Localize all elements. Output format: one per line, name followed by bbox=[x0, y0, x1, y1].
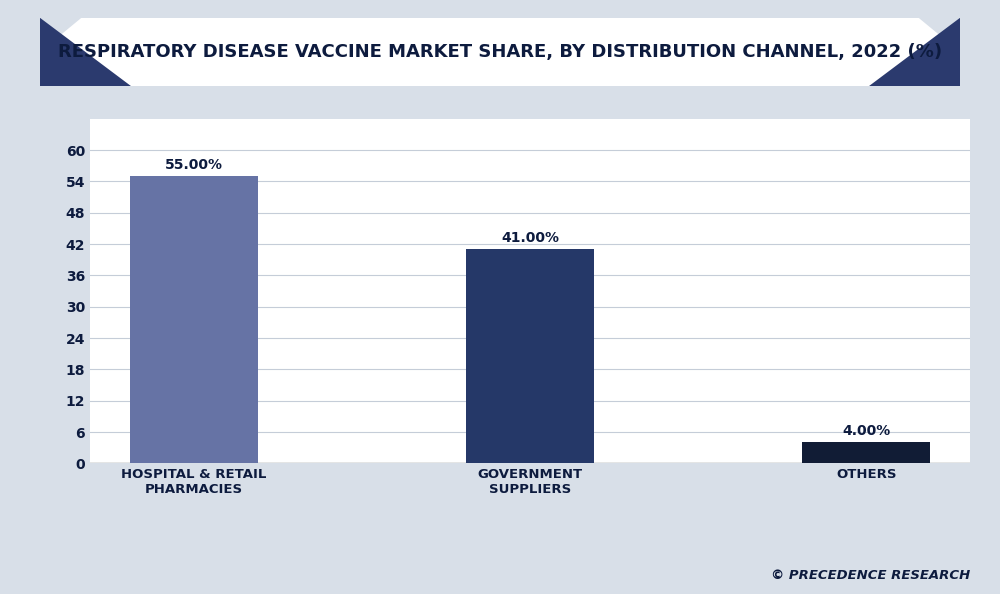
Text: 55.00%: 55.00% bbox=[165, 158, 223, 172]
Bar bbox=[802, 443, 930, 463]
Bar bbox=[130, 176, 258, 463]
Polygon shape bbox=[40, 18, 131, 86]
Text: RESPIRATORY DISEASE VACCINE MARKET SHARE, BY DISTRIBUTION CHANNEL, 2022 (%): RESPIRATORY DISEASE VACCINE MARKET SHARE… bbox=[58, 43, 942, 61]
Text: © PRECEDENCE RESEARCH: © PRECEDENCE RESEARCH bbox=[771, 569, 970, 582]
Polygon shape bbox=[869, 18, 960, 86]
Polygon shape bbox=[40, 18, 960, 86]
Bar bbox=[466, 249, 594, 463]
Text: 41.00%: 41.00% bbox=[501, 231, 559, 245]
Text: 4.00%: 4.00% bbox=[842, 424, 890, 438]
